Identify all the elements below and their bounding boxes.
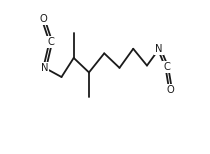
Text: O: O — [167, 85, 175, 95]
Text: O: O — [39, 14, 47, 24]
Text: C: C — [163, 62, 170, 72]
Text: C: C — [47, 37, 54, 47]
Text: N: N — [41, 63, 49, 73]
Text: N: N — [155, 44, 163, 54]
